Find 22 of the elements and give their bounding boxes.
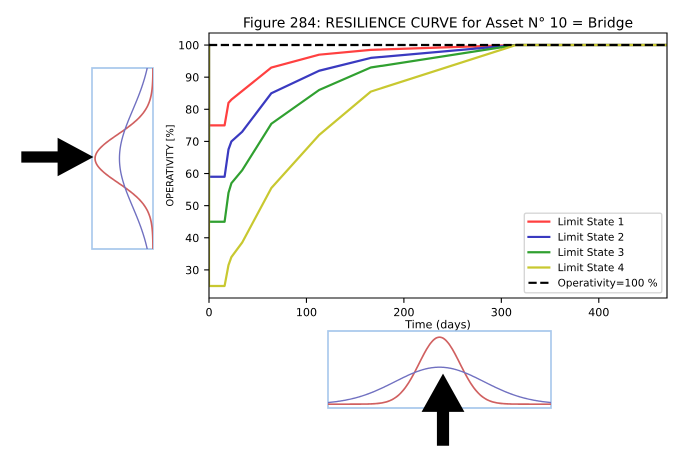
x-tick-label: 100	[297, 308, 316, 316]
legend-label: Limit State 2	[558, 232, 624, 241]
line-series	[209, 44, 667, 288]
y-tick-label: 90	[186, 73, 199, 82]
x-tick-label: 0	[206, 308, 212, 316]
x-axis-title: Time (days)	[405, 320, 470, 331]
x-tick-label: 400	[588, 308, 609, 316]
y-tick-label: 70	[186, 137, 199, 146]
y-tick-label: 50	[186, 202, 199, 210]
y-tick-label: 100	[179, 41, 199, 50]
legend-label: Limit State 1	[558, 217, 624, 226]
legend-label: Limit State 4	[558, 263, 624, 272]
y-tick-label: 30	[186, 266, 199, 274]
y-tick-label: 60	[186, 170, 199, 178]
y-axis-title: OPERATIVITY [%]	[166, 125, 175, 206]
y-tick-label: 40	[186, 234, 199, 242]
legend-label: Operativity=100 %	[558, 278, 658, 289]
x-tick-label: 300	[492, 308, 512, 316]
chart-title: Figure 284: RESILIENCE CURVE for Asset N° 10 = Bridge	[244, 16, 632, 30]
y-tick-label: 80	[186, 105, 199, 114]
x-tick-label: 200	[394, 308, 414, 316]
legend-label: Limit State 3	[558, 248, 624, 256]
